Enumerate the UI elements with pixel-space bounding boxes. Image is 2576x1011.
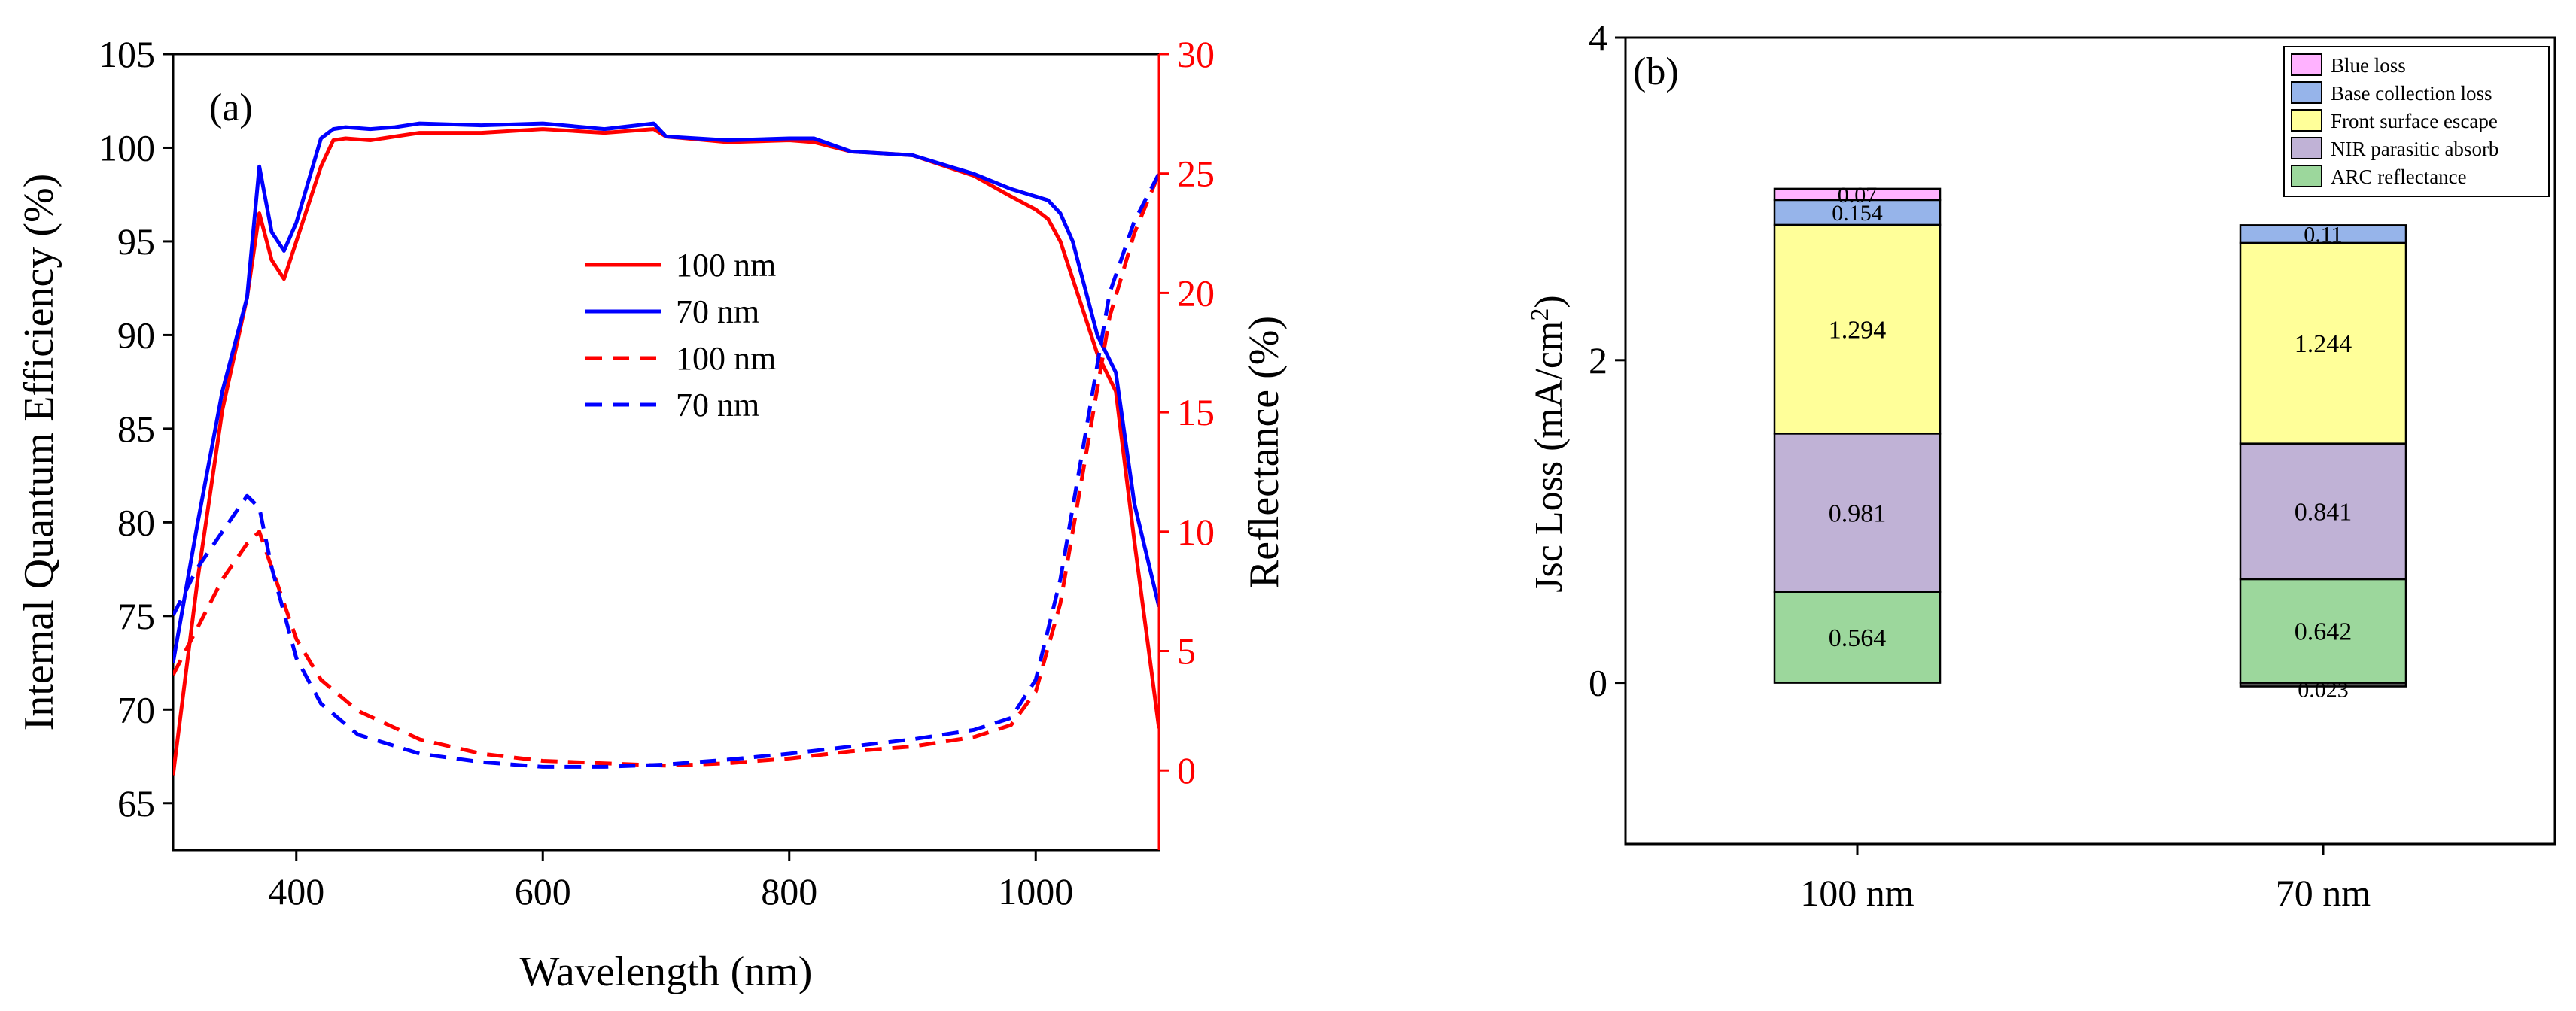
panel-a-series-line-3 bbox=[173, 172, 1159, 769]
panel-b-y-tick-label: 0 bbox=[1589, 662, 1607, 704]
panel-a-series-line-0 bbox=[173, 127, 1159, 776]
panel-b-legend-label: ARC reflectance bbox=[2331, 165, 2467, 188]
panel-a-iqe-reflectance-chart: 400 600 800 1000 65 70 75 80 85 90 95 100 105 0 5 10 15 2… bbox=[16, 33, 1288, 995]
panel-b-bar-segment bbox=[2239, 241, 2407, 445]
panel-b-legend-label: Front surface escape bbox=[2331, 110, 2498, 132]
panel-a-left-tick-label: 80 bbox=[117, 501, 155, 543]
panel-a-right-tick-label: 30 bbox=[1177, 33, 1215, 75]
panel-a-right-tick-label: 20 bbox=[1177, 272, 1215, 314]
panel-b-legend-swatch bbox=[2291, 109, 2322, 132]
panel-a-left-tick-label: 75 bbox=[117, 595, 155, 637]
panel-a-series-lines bbox=[173, 121, 1159, 776]
panel-a-x-tick-label: 400 bbox=[268, 870, 324, 912]
panel-a-legend-label: 100 nm bbox=[676, 247, 776, 284]
panel-b-legend-label: Base collection loss bbox=[2331, 82, 2492, 105]
panel-a-left-tick-label: 105 bbox=[99, 33, 155, 75]
panel-a-right-tick-label: 10 bbox=[1177, 511, 1215, 553]
panel-b-bar-segment bbox=[2239, 442, 2407, 581]
panel-a-right-tick-label: 0 bbox=[1177, 749, 1196, 791]
panel-a-x-tick-label: 800 bbox=[761, 870, 817, 912]
panel-a-legend-label: 70 nm bbox=[676, 293, 759, 330]
panel-b-x-tick-label: 100 nm bbox=[1800, 872, 1915, 914]
panel-b-bar-segment bbox=[1773, 591, 1942, 684]
panel-b-legend: Blue loss Base collection loss Front surfa… bbox=[2283, 46, 2550, 197]
panel-a-left-tick-label: 95 bbox=[117, 220, 155, 263]
panel-b-bar-segment bbox=[1773, 187, 1942, 202]
panel-b-legend-swatch bbox=[2291, 53, 2322, 76]
panel-b-axes: 0 2 4 100 nm 70 nm bbox=[1589, 17, 2371, 914]
panel-b-bar-value-label: 0.154 bbox=[1832, 201, 1883, 226]
panel-b-bar-value-label: 0.981 bbox=[1829, 499, 1887, 527]
panel-a-axes: 400 600 800 1000 65 70 75 80 85 90 95 100 105 0 5 10 15 2… bbox=[99, 33, 1215, 912]
panel-b-bar-value-label: 0.642 bbox=[2295, 618, 2352, 646]
panel-b-negative-bar bbox=[2239, 682, 2407, 688]
panel-b-bar-segment bbox=[2239, 578, 2407, 684]
panel-a-series-line-1 bbox=[173, 121, 1159, 663]
panel-b-legend-box bbox=[2283, 46, 2550, 197]
panel-b-jsc-loss-chart: 0.5640.9811.2940.1540.070.6420.8411.2440… bbox=[1526, 17, 2556, 914]
panel-b-y-axis-title: Jsc Loss (mA/cm2) bbox=[1526, 295, 1571, 592]
panel-b-legend-swatch bbox=[2291, 137, 2322, 159]
panel-a-legend: 100 nm 70 nm 100 nm 70 nm bbox=[585, 247, 776, 424]
panel-b-bar-value-label: 0.564 bbox=[1829, 624, 1887, 652]
panel-a-legend-label: 70 nm bbox=[676, 387, 759, 424]
panel-a-x-tick-label: 600 bbox=[515, 870, 571, 912]
panel-b-legend-swatch bbox=[2291, 165, 2322, 187]
panel-b-label: (b) bbox=[1633, 50, 1679, 93]
panel-a-right-axis-title: Reflectance (%) bbox=[1241, 316, 1288, 588]
panel-b-bar-value-label: 0.11 bbox=[2304, 223, 2342, 247]
panel-b-legend-label: Blue loss bbox=[2331, 54, 2406, 77]
panel-a-left-tick-label: 100 bbox=[99, 126, 155, 168]
panel-a-label: (a) bbox=[209, 87, 253, 129]
panel-b-bar-value-label: 0.841 bbox=[2295, 499, 2352, 527]
panel-a-legend-label: 100 nm bbox=[676, 340, 776, 377]
panel-b-x-tick-label: 70 nm bbox=[2276, 872, 2371, 914]
panel-b-bar-segment bbox=[2239, 224, 2407, 244]
panel-b-y-tick-label: 2 bbox=[1589, 339, 1607, 381]
panel-a-right-tick-label: 5 bbox=[1177, 630, 1196, 672]
panel-b-bar-value-label: 1.244 bbox=[2295, 330, 2352, 358]
panel-a-x-tick-label: 1000 bbox=[998, 870, 1073, 912]
panel-a-left-tick-label: 70 bbox=[117, 688, 155, 730]
panel-b-legend-swatch bbox=[2291, 81, 2322, 104]
panel-b-bar-segment bbox=[1773, 223, 1942, 435]
panel-a-series-line-2 bbox=[173, 172, 1159, 768]
panel-a-left-tick-label: 90 bbox=[117, 314, 155, 356]
panel-a-right-tick-label: 15 bbox=[1177, 391, 1215, 433]
panel-b-y-tick-label: 4 bbox=[1589, 17, 1607, 59]
panel-a-right-tick-label: 25 bbox=[1177, 153, 1215, 195]
panel-a-left-tick-label: 65 bbox=[117, 782, 155, 824]
panel-b-negative-bar-label: 0.023 bbox=[2298, 678, 2349, 703]
panel-b-legend-label: NIR parasitic absorb bbox=[2331, 138, 2498, 160]
panel-b-bar-value-label: 1.294 bbox=[1829, 317, 1887, 345]
panel-a-left-axis-title: Internal Quantum Efficiency (%) bbox=[16, 174, 62, 731]
panel-a-x-axis-title: Wavelength (nm) bbox=[520, 949, 813, 995]
panel-b-plot-frame bbox=[1624, 36, 2556, 846]
panel-b-bar-value-label: 0.07 bbox=[1838, 183, 1878, 208]
panel-a-plot-frame bbox=[172, 53, 1160, 852]
panel-a-left-tick-label: 85 bbox=[117, 408, 155, 450]
